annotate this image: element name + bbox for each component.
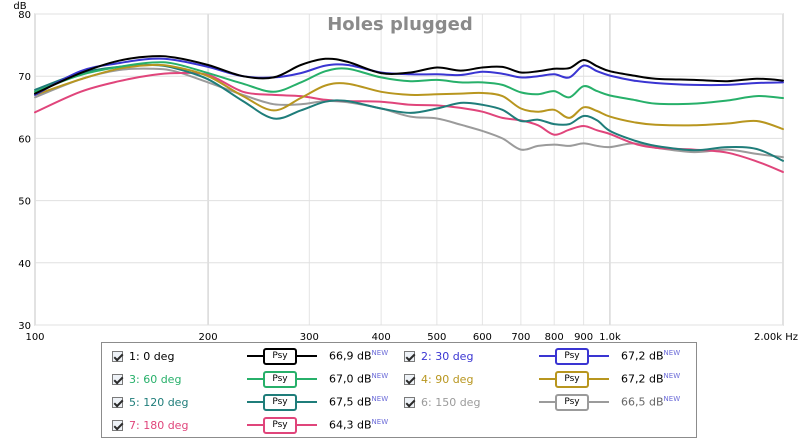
- level-value: 66,9 dB: [329, 349, 372, 363]
- x-tick-label: 700: [511, 332, 530, 340]
- level-value: 67,2 dB: [621, 372, 664, 386]
- chart-title: Holes plugged: [327, 14, 473, 35]
- plot-frame: [34, 13, 784, 326]
- x-tick-label: 900: [574, 332, 593, 340]
- new-tag: NEW: [663, 395, 681, 404]
- legend-item-label: 1: 0 deg: [129, 349, 175, 363]
- legend-checkbox[interactable]: [112, 373, 123, 385]
- y-axis-unit-label: dB: [13, 1, 26, 12]
- y-axis-ticks: 30 40 50 60 70 80: [18, 10, 31, 332]
- x-tick-label: 800: [545, 332, 564, 340]
- series-line-3: [34, 61, 784, 106]
- psy-box-label: Psy: [263, 347, 297, 365]
- new-tag: NEW: [371, 372, 389, 381]
- y-tick-label: 40: [18, 259, 31, 270]
- legend-item-1[interactable]: 2: 30 deg Psy 67,2 dBNEW: [404, 347, 680, 365]
- legend-level: 66,5 dBNEW: [621, 395, 680, 409]
- psy-swatch[interactable]: Psy: [247, 393, 317, 411]
- series-line-4: [34, 63, 784, 131]
- y-tick-label: 30: [18, 321, 31, 332]
- series-lines: [34, 55, 784, 173]
- legend-panel: 1: 0 deg Psy 66,9 dBNEW 2: 30 deg Psy 67…: [101, 342, 697, 438]
- psy-swatch[interactable]: Psy: [539, 393, 609, 411]
- new-tag: NEW: [663, 349, 681, 358]
- new-tag: NEW: [371, 418, 389, 427]
- plot-grid: [34, 13, 784, 326]
- legend-level: 67,0 dBNEW: [329, 372, 388, 386]
- legend-item-label: 4: 90 deg: [421, 372, 474, 386]
- level-value: 67,2 dB: [621, 349, 664, 363]
- legend-checkbox[interactable]: [404, 396, 415, 408]
- legend-item-3[interactable]: 4: 90 deg Psy 67,2 dBNEW: [404, 370, 680, 388]
- psy-box-label: Psy: [263, 393, 297, 411]
- legend-item-label: 5: 120 deg: [129, 395, 189, 409]
- response-plot: dB Holes plugged 30 40 50 60 70 80 100 200 300 4…: [13, 1, 798, 340]
- y-tick-label: 60: [18, 134, 31, 145]
- psy-swatch[interactable]: Psy: [539, 370, 609, 388]
- series-line-2: [34, 57, 784, 96]
- legend-item-4[interactable]: 5: 120 deg Psy 67,5 dBNEW: [112, 393, 388, 411]
- x-tick-label: 1,0k: [599, 332, 621, 340]
- legend-item-0[interactable]: 1: 0 deg Psy 66,9 dBNEW: [112, 347, 388, 365]
- legend-checkbox[interactable]: [112, 350, 123, 362]
- x-axis-ticks: 100 200 300 400 500 600 700 800 900 1,0k 2,00k Hz: [25, 332, 798, 340]
- x-tick-label: 200: [199, 332, 218, 340]
- legend-item-label: 2: 30 deg: [421, 349, 474, 363]
- legend-level: 67,2 dBNEW: [621, 349, 680, 363]
- series-line-1: [34, 55, 784, 95]
- new-tag: NEW: [663, 372, 681, 381]
- legend-item-label: 7: 180 deg: [129, 418, 189, 432]
- psy-box-label: Psy: [263, 370, 297, 388]
- psy-swatch[interactable]: Psy: [539, 347, 609, 365]
- legend-checkbox[interactable]: [404, 350, 415, 362]
- psy-swatch[interactable]: Psy: [247, 416, 317, 434]
- legend-item-label: 6: 150 deg: [421, 395, 481, 409]
- psy-box-label: Psy: [555, 393, 589, 411]
- level-value: 64,3 dB: [329, 418, 372, 432]
- legend-checkbox[interactable]: [112, 419, 123, 431]
- new-tag: NEW: [371, 349, 389, 358]
- psy-swatch[interactable]: Psy: [247, 370, 317, 388]
- psy-box-label: Psy: [555, 347, 589, 365]
- x-tick-label: 300: [300, 332, 319, 340]
- y-tick-label: 80: [18, 10, 31, 21]
- level-value: 67,0 dB: [329, 372, 372, 386]
- level-value: 66,5 dB: [621, 395, 664, 409]
- x-tick-label: 600: [473, 332, 492, 340]
- legend-item-label: 3: 60 deg: [129, 372, 182, 386]
- legend-checkbox[interactable]: [404, 373, 415, 385]
- x-tick-label: 2,00k Hz: [754, 332, 798, 340]
- legend-level: 67,5 dBNEW: [329, 395, 388, 409]
- psy-box-label: Psy: [555, 370, 589, 388]
- y-tick-label: 50: [18, 197, 31, 208]
- series-line-5: [34, 63, 784, 162]
- legend-checkbox[interactable]: [112, 396, 123, 408]
- psy-swatch[interactable]: Psy: [247, 347, 317, 365]
- legend-level: 66,9 dBNEW: [329, 349, 388, 363]
- y-tick-label: 70: [18, 72, 31, 83]
- x-tick-label: 500: [427, 332, 446, 340]
- psy-box-label: Psy: [263, 416, 297, 434]
- x-tick-label: 400: [372, 332, 391, 340]
- new-tag: NEW: [371, 395, 389, 404]
- legend-item-2[interactable]: 3: 60 deg Psy 67,0 dBNEW: [112, 370, 388, 388]
- legend-level: 67,2 dBNEW: [621, 372, 680, 386]
- legend-item-5[interactable]: 6: 150 deg Psy 66,5 dBNEW: [404, 393, 680, 411]
- legend-level: 64,3 dBNEW: [329, 418, 388, 432]
- x-tick-label: 100: [25, 332, 44, 340]
- legend-item-6[interactable]: 7: 180 deg Psy 64,3 dBNEW: [112, 416, 388, 434]
- level-value: 67,5 dB: [329, 395, 372, 409]
